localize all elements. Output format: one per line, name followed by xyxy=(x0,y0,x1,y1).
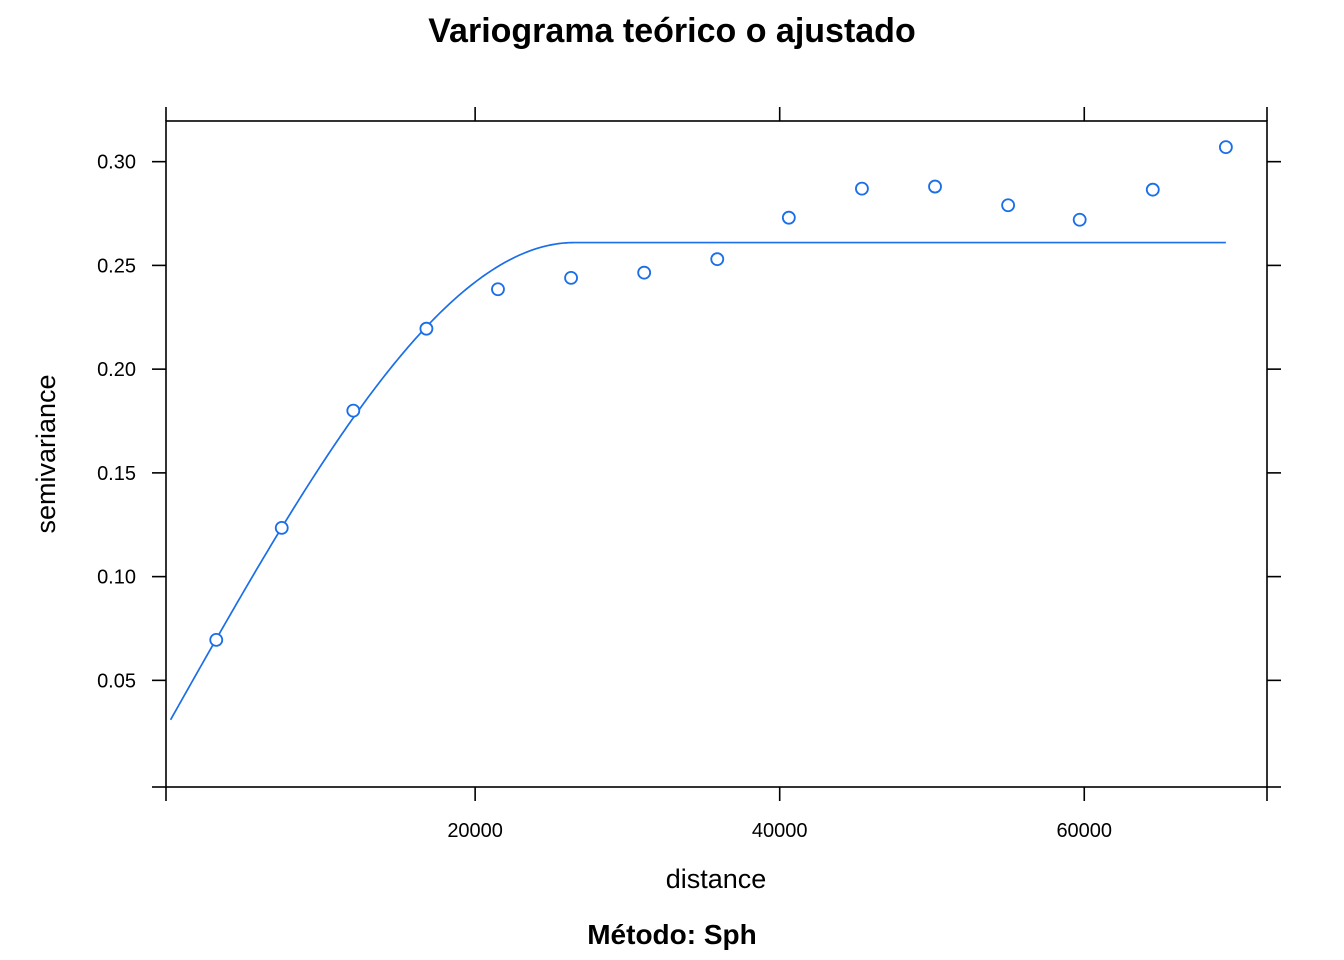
variogram-point xyxy=(781,210,796,225)
x-axis-label: distance xyxy=(666,864,767,894)
y-tick-label: 0.20 xyxy=(97,359,136,381)
variogram-point xyxy=(346,403,361,418)
x-tick-label: 40000 xyxy=(752,820,808,842)
variogram-point xyxy=(419,321,434,336)
variogram-point xyxy=(710,252,725,267)
y-axis-label: semivariance xyxy=(31,374,61,533)
variogram-point xyxy=(209,632,224,647)
variogram-point xyxy=(855,181,869,196)
plot-frame xyxy=(165,120,1268,788)
variogram-point xyxy=(1001,198,1016,213)
variogram-point xyxy=(1218,140,1233,155)
y-tick-label: 0.10 xyxy=(97,567,136,589)
y-tick-label: 0.25 xyxy=(97,255,136,277)
y-tick-label: 0.05 xyxy=(97,670,136,692)
variogram-point xyxy=(1072,212,1087,227)
chart-subtitle: Método: Sph xyxy=(587,919,757,950)
variogram-point xyxy=(637,265,652,280)
variogram-point xyxy=(928,179,942,194)
x-tick-label: 60000 xyxy=(1056,820,1112,842)
x-tick-label: 20000 xyxy=(447,820,503,842)
variogram-point xyxy=(564,270,578,285)
sample-variogram-points xyxy=(209,140,1233,647)
y-tick-label: 0.30 xyxy=(97,152,136,174)
axis-ticks xyxy=(152,107,1281,801)
variogram-point xyxy=(1145,182,1160,197)
variogram-point xyxy=(274,520,289,535)
axis-tick-labels: 20000 40000 60000 0.05 0.10 0.15 0.20 0.25 0.30 xyxy=(97,152,1112,842)
y-tick-label: 0.15 xyxy=(97,463,136,485)
variogram-point xyxy=(491,282,505,297)
fitted-variogram-line xyxy=(169,241,1226,721)
chart-title: Variograma teórico o ajustado xyxy=(428,12,915,50)
